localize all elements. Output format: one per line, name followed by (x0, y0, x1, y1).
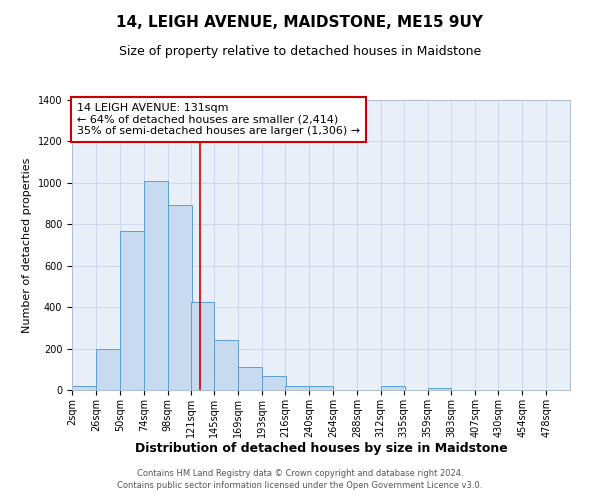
Bar (120, 230, 144, 390)
Text: Contains public sector information licensed under the Open Government Licence v3: Contains public sector information licen… (118, 481, 482, 490)
Bar (214, 340, 238, 390)
Bar (144, 181, 167, 390)
Bar (381, 386, 404, 390)
Y-axis label: Number of detached properties: Number of detached properties (22, 158, 32, 332)
Bar (309, 386, 333, 390)
Text: 14, LEIGH AVENUE, MAIDSTONE, ME15 9UY: 14, LEIGH AVENUE, MAIDSTONE, ME15 9UY (116, 15, 484, 30)
Text: 14 LEIGH AVENUE: 131sqm
← 64% of detached houses are smaller (2,414)
35% of semi: 14 LEIGH AVENUE: 131sqm ← 64% of detache… (77, 103, 360, 136)
Bar (262, 376, 286, 390)
Bar (72, 386, 96, 390)
Bar (96, 348, 120, 390)
Bar (191, 302, 214, 390)
Bar (285, 386, 309, 390)
Bar (238, 367, 262, 390)
Bar (167, 204, 191, 390)
Bar (428, 388, 451, 390)
Text: Contains HM Land Registry data © Crown copyright and database right 2024.: Contains HM Land Registry data © Crown c… (137, 468, 463, 477)
Text: Size of property relative to detached houses in Maidstone: Size of property relative to detached ho… (119, 45, 481, 58)
X-axis label: Distribution of detached houses by size in Maidstone: Distribution of detached houses by size … (134, 442, 508, 456)
